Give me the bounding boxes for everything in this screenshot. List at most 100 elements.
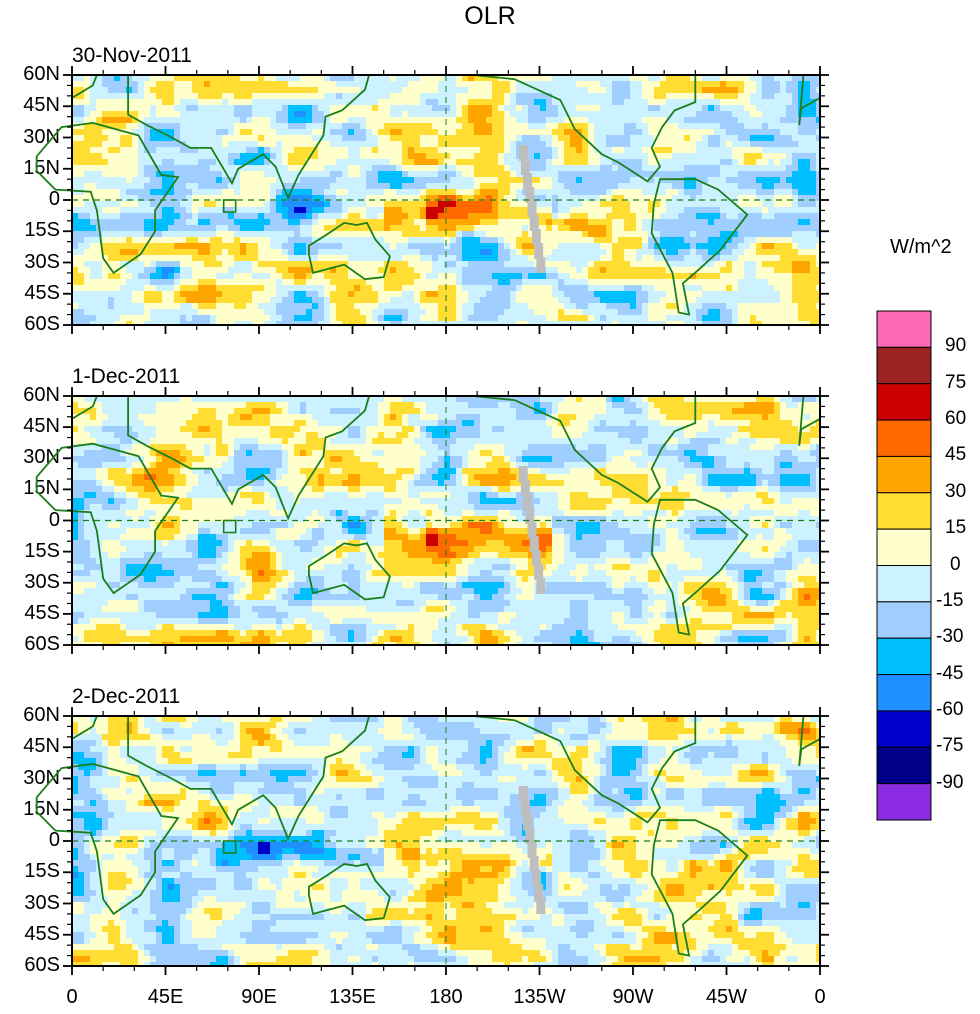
missing-data-cell [531,550,541,566]
missing-data-cell [531,870,541,886]
panel-title-1: 30-Nov-2011 [72,44,192,67]
north-america-outline [472,715,697,824]
africa-outline [35,121,180,275]
colorbar-box [876,310,932,348]
index-box [222,519,237,534]
lat-tick-label: 30N [23,446,60,469]
colorbar-box [876,455,932,494]
lat-tick-label: 30N [23,125,60,148]
lon-tick-label: 0 [66,986,78,1008]
missing-data-cell [525,187,535,203]
lat-tick-label: 15N [23,477,60,500]
lat-tick-label: 0 [48,188,60,210]
lon-tick-label: 45W [705,986,748,1008]
asia-outline [127,715,371,842]
lon-tick-label: 90E [241,986,277,1008]
lat-tick-label: 60N [23,384,60,406]
asia-outline [127,395,371,521]
australia-outline [307,542,391,601]
missing-data-cell [518,145,528,161]
panel-title-3: 2-Dec-2011 [72,685,181,708]
lon-tick-label: 90W [612,986,654,1008]
map-panel-2 [35,387,829,654]
lat-tick-label: 60S [24,313,60,335]
lat-tick-label: 30S [24,570,60,593]
colorbar-box [876,710,932,748]
lat-tick-label: 45N [23,415,60,438]
colorbar-label: 15 [945,517,967,539]
australia-outline [307,221,391,281]
index-box [222,840,237,854]
colorbar-box [876,674,932,712]
lat-tick-label: 45S [24,601,60,624]
africa-outline [35,442,180,595]
colorbar-label: 90 [945,335,967,357]
colorbar-box [876,383,932,421]
lat-tick-label: 30N [23,766,60,789]
colorbar-label: -15 [936,589,964,611]
missing-data-cell [523,814,533,830]
missing-data-cell [529,215,539,231]
missing-data-cell [518,466,528,482]
colorbar-label: 30 [945,480,967,502]
colorbar-box [876,601,932,639]
north-america-outline [472,395,697,503]
lat-tick-label: 60N [23,704,60,726]
missing-data-cell [534,884,544,900]
lat-tick-label: 0 [48,508,60,531]
colorbar-label: 45 [945,444,967,466]
lon-tick-label: 0 [814,986,826,1008]
lat-tick-label: 30S [24,891,60,914]
lon-tick-label: 135W [513,986,566,1008]
colorbar-box [876,346,932,385]
missing-data-cell [536,578,546,594]
lon-tick-label: 180 [429,986,463,1008]
lon-tick-label: 135E [329,986,376,1008]
missing-data-cell [534,243,544,259]
missing-data-cell [518,786,528,802]
lat-tick-label: 60N [23,63,60,85]
missing-data-cell [531,229,541,245]
lat-tick-label: 60S [24,633,60,655]
missing-data-cell [529,536,539,552]
colorbar-label: -45 [936,662,964,684]
lat-tick-label: 15S [24,539,60,562]
colorbar-units: W/m^2 [890,236,952,258]
missing-data-cell [536,257,546,273]
missing-data-cell [525,828,535,844]
colorbar-label: -30 [936,626,964,648]
australia-outline [307,862,391,922]
colorbar-label: -90 [936,771,964,793]
missing-data-cell [529,856,539,872]
south-america-outline [650,498,749,636]
lat-tick-label: 15S [24,860,60,883]
missing-data-cell [520,480,530,496]
colorbar-box [876,419,932,457]
colorbar-box [876,637,932,676]
north-america-outline [472,74,697,183]
lat-tick-label: 0 [48,829,60,851]
panel-title-2: 1-Dec-2011 [72,365,181,388]
missing-data-cell [527,842,537,858]
lat-tick-label: 45S [24,281,60,304]
colorbar-box [876,492,932,530]
colorbar-label: 0 [950,553,961,575]
colorbar-label: 60 [945,408,967,430]
missing-data-cell [534,564,544,580]
asia-outline [127,74,371,201]
figure-title: OLR [464,2,516,30]
lat-tick-label: 15S [24,219,60,242]
colorbar [876,310,932,821]
lat-tick-label: 45N [23,94,60,117]
south-america-outline [650,178,749,316]
missing-data-cell [520,159,530,175]
colorbar-box [876,528,932,567]
missing-data-cell [525,508,535,524]
map-panel-3 [35,707,829,975]
africa-outline [35,762,180,916]
missing-data-cell [527,522,537,538]
colorbar-label: -60 [936,698,964,720]
lat-tick-label: 15N [23,156,60,179]
south-america-outline [650,819,749,957]
lat-tick-label: 30S [24,250,60,273]
